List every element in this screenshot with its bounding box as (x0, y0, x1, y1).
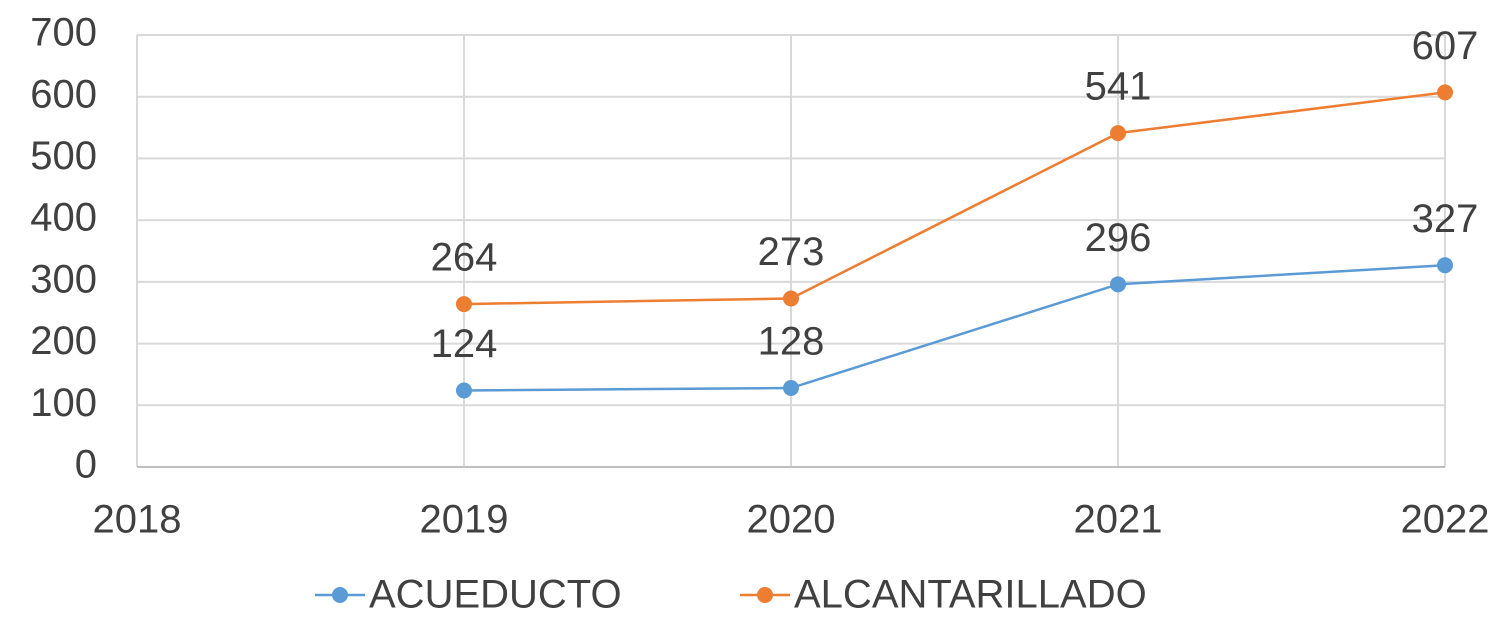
data-label: 327 (1412, 197, 1479, 241)
data-label: 264 (431, 236, 498, 280)
point (456, 382, 472, 399)
y-tick-label: 200 (30, 319, 97, 363)
legend-label: ACUEDUCTO (369, 573, 622, 617)
series-line (463, 91, 1446, 306)
x-tick-label: 2022 (1401, 498, 1490, 542)
x-tick-label: 2020 (747, 498, 836, 542)
point (1437, 84, 1453, 101)
point (1110, 276, 1126, 293)
x-tick-label: 2019 (420, 498, 509, 542)
data-label: 128 (758, 320, 825, 364)
point (456, 296, 472, 313)
data-label: 124 (431, 322, 498, 366)
data-label: 541 (1085, 65, 1152, 109)
y-tick-label: 100 (30, 381, 97, 425)
y-tick-label: 300 (30, 257, 97, 301)
y-tick-label: 0 (75, 443, 97, 487)
series-line (463, 263, 1446, 392)
x-tick-label: 2018 (93, 498, 182, 542)
legend-label: ALCANTARILLADO (794, 573, 1147, 617)
data-label: 296 (1085, 216, 1152, 260)
point (1110, 125, 1126, 142)
data-label: 273 (758, 230, 825, 274)
point (1437, 257, 1453, 274)
point (783, 290, 799, 307)
legend-marker (332, 587, 348, 603)
x-tick-label: 2021 (1074, 498, 1163, 542)
y-tick-label: 500 (30, 134, 97, 178)
legend-marker (757, 587, 773, 603)
y-tick-label: 600 (30, 72, 97, 116)
y-tick-label: 700 (30, 11, 97, 55)
data-label: 607 (1412, 24, 1479, 68)
y-tick-label: 400 (30, 196, 97, 240)
point (783, 380, 799, 397)
